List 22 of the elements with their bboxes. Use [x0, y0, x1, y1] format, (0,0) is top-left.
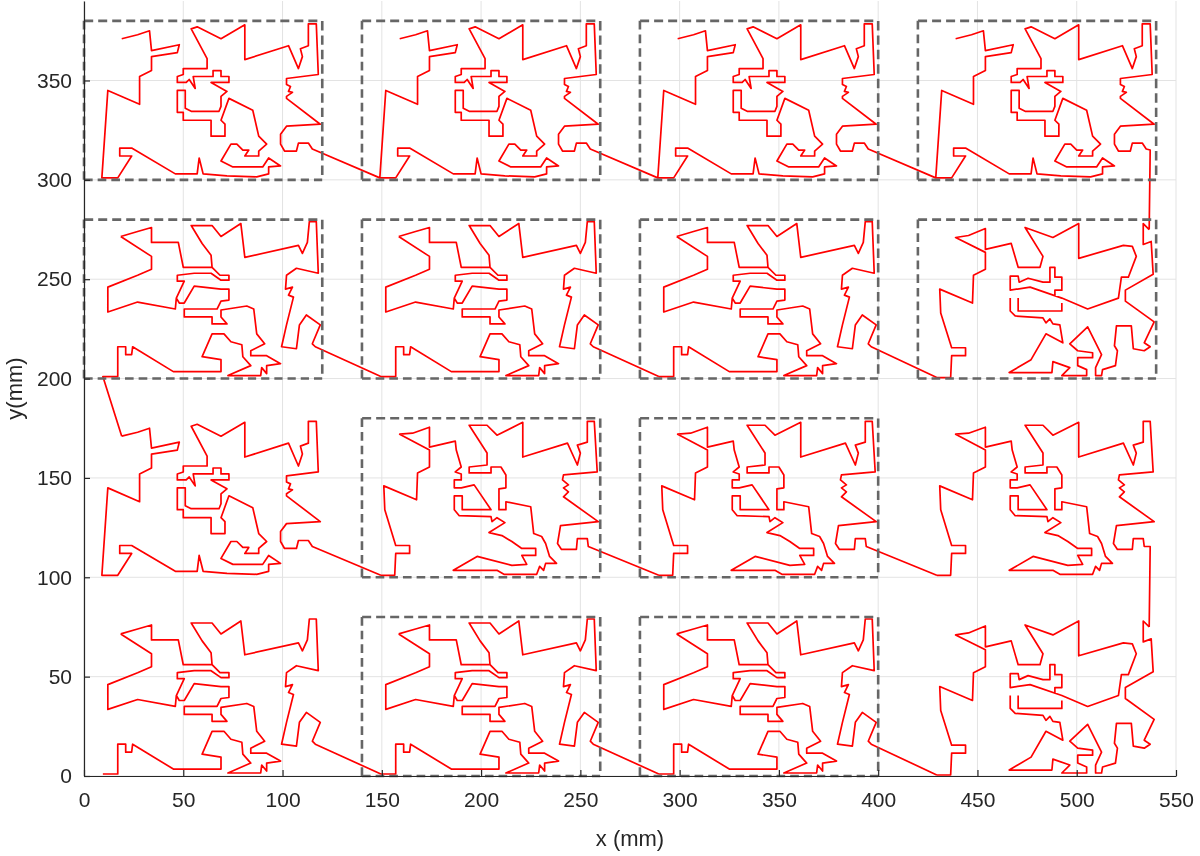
x-tick-label: 500	[1059, 787, 1095, 811]
x-tick-label: 350	[761, 787, 797, 811]
x-axis-title: x (mm)	[595, 826, 665, 851]
x-tick-label: 50	[172, 787, 196, 811]
y-tick-label: 100	[36, 565, 72, 589]
x-tick-label: 450	[960, 787, 996, 811]
x-tick-label: 250	[563, 787, 599, 811]
y-tick-label: 350	[36, 68, 72, 92]
y-tick-label: 250	[36, 267, 72, 291]
x-tick-label: 550	[1158, 787, 1195, 811]
y-tick-label: 150	[36, 466, 72, 490]
y-tick-label: 50	[48, 664, 72, 688]
x-tick-label: 0	[78, 787, 91, 811]
y-tick-label: 0	[60, 764, 72, 788]
x-tick-label: 100	[265, 787, 301, 811]
y-axis-title: y(mm)	[2, 357, 27, 420]
y-tick-label: 200	[36, 366, 72, 390]
x-tick-label: 200	[464, 787, 500, 811]
x-tick-label: 150	[364, 787, 400, 811]
y-tick-label: 300	[36, 168, 72, 192]
x-tick-label: 300	[662, 787, 698, 811]
x-tick-label: 400	[861, 787, 897, 811]
